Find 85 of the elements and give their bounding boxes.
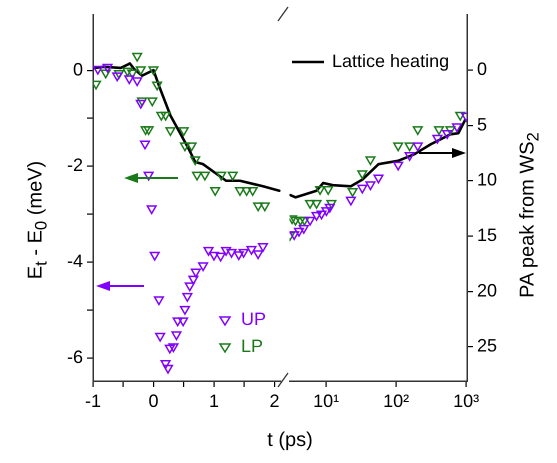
point <box>180 142 190 152</box>
x-tick-label: 0 <box>148 390 158 411</box>
x-tick-label: 10¹ <box>313 390 340 411</box>
point <box>136 66 146 76</box>
x-tick-label: 10² <box>383 390 410 411</box>
point <box>180 306 190 315</box>
point <box>164 344 175 354</box>
point <box>132 77 142 86</box>
point <box>152 82 162 91</box>
point <box>208 252 220 261</box>
y-tick-label: 0 <box>72 59 83 80</box>
point <box>234 251 244 260</box>
point <box>160 112 171 121</box>
y-tick-label: -4 <box>66 251 83 272</box>
point <box>144 172 154 181</box>
x-tick-label: 2 <box>269 390 280 411</box>
point <box>155 332 166 342</box>
point <box>238 248 249 258</box>
point <box>258 243 268 252</box>
point <box>178 317 188 326</box>
point <box>140 126 151 136</box>
point <box>190 156 200 166</box>
point <box>216 252 226 262</box>
point <box>178 127 189 136</box>
point <box>160 360 171 370</box>
point <box>260 202 270 212</box>
point <box>182 292 192 302</box>
point <box>200 172 210 181</box>
point <box>248 186 258 196</box>
point <box>124 75 134 84</box>
x-tick-label: 10³ <box>453 390 480 411</box>
point <box>102 64 113 73</box>
point <box>147 97 158 106</box>
x-tick-label: -1 <box>84 390 102 411</box>
point <box>146 205 157 214</box>
y2-tick-label: 10 <box>477 170 498 190</box>
point <box>192 172 202 181</box>
point <box>234 186 246 196</box>
point <box>253 250 264 260</box>
point <box>228 172 238 181</box>
point <box>226 248 237 258</box>
point <box>127 70 138 79</box>
point <box>122 68 133 77</box>
point <box>162 364 174 374</box>
point <box>132 52 142 62</box>
point <box>184 282 195 292</box>
point <box>210 186 220 196</box>
point <box>203 246 214 256</box>
point <box>140 140 150 150</box>
y2-tick-label: 5 <box>477 114 488 134</box>
point <box>171 331 182 340</box>
point <box>198 262 208 272</box>
y2-tick-label: 15 <box>477 225 498 246</box>
point <box>156 112 166 121</box>
point <box>253 202 264 212</box>
x-axis-title: t (ps) <box>267 429 313 451</box>
point <box>246 246 257 255</box>
point <box>168 343 179 352</box>
point <box>186 142 197 152</box>
y-tick-label: -6 <box>66 346 83 367</box>
point <box>165 127 176 136</box>
legend-label: UP <box>241 308 266 329</box>
legend-label: Lattice heating <box>332 50 450 71</box>
point <box>148 66 159 76</box>
point <box>220 246 232 256</box>
point <box>242 186 252 196</box>
y2-tick-label: 0 <box>477 59 488 80</box>
point <box>154 296 164 306</box>
y2-tick-label: 20 <box>477 280 498 300</box>
point <box>114 70 124 80</box>
y2-tick-label: 25 <box>477 336 498 356</box>
legend-label: LP <box>241 336 264 356</box>
point <box>136 100 146 109</box>
point <box>100 70 111 79</box>
point <box>112 72 122 82</box>
point <box>136 97 148 106</box>
x-tick-label: 1 <box>208 390 219 411</box>
point <box>150 252 160 261</box>
point <box>172 317 183 326</box>
point <box>93 66 103 75</box>
point <box>216 172 226 181</box>
point <box>190 268 201 278</box>
y-tick-label: -2 <box>66 155 83 176</box>
point <box>144 126 154 136</box>
point <box>188 276 198 285</box>
